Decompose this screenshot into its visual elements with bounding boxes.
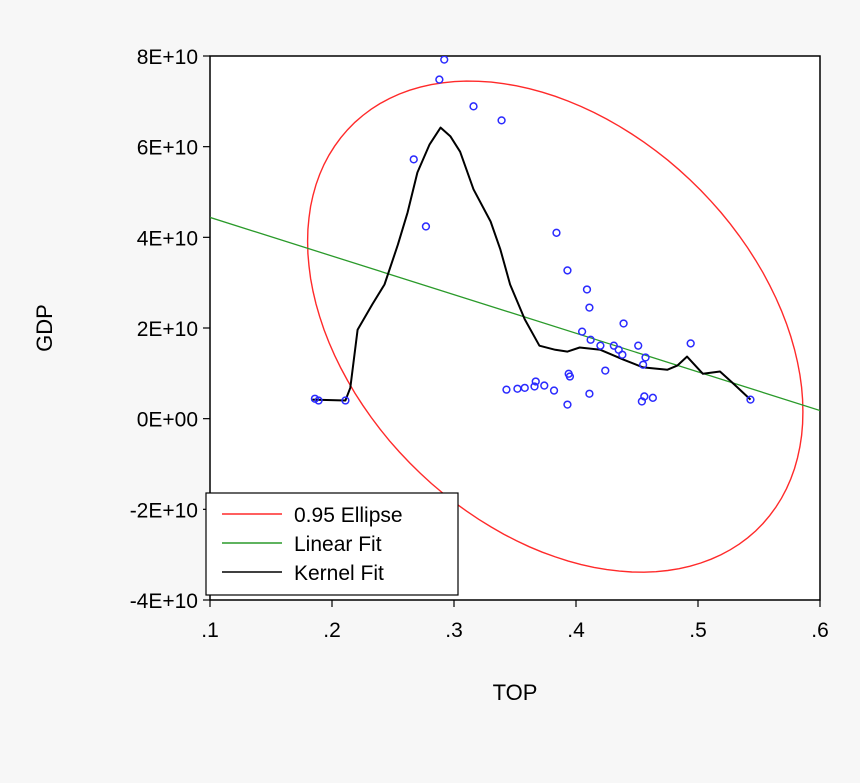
data-point bbox=[641, 353, 650, 362]
data-point bbox=[409, 155, 418, 164]
kernel-fit-line bbox=[312, 126, 752, 402]
linear-fit-line bbox=[210, 216, 820, 412]
x-axis-label: TOP bbox=[493, 680, 538, 705]
data-point bbox=[619, 319, 628, 328]
y-tick-label: 8E+10 bbox=[137, 46, 198, 69]
data-point bbox=[609, 341, 618, 350]
legend-label-kernel: Kernel Fit bbox=[294, 562, 384, 585]
data-point bbox=[549, 386, 559, 395]
legend: 0.95 Ellipse Linear Fit Kernel Fit bbox=[205, 492, 459, 596]
y-tick-label: -4E+10 bbox=[130, 590, 198, 613]
y-tick-label: 0E+00 bbox=[137, 409, 198, 432]
chart-marks bbox=[210, 56, 820, 573]
axis-ticks: .1 .2 .3 .4 .5 .6 -4E+10 -2E+10 0E+00 2E+10 4E+10 6… bbox=[130, 46, 829, 642]
data-point bbox=[435, 75, 444, 84]
x-tick-label: .5 bbox=[689, 619, 707, 642]
data-point bbox=[531, 377, 540, 386]
y-tick-label: 6E+10 bbox=[137, 137, 198, 160]
y-tick-label: 4E+10 bbox=[137, 227, 198, 250]
ellipse-095 bbox=[306, 80, 804, 573]
data-point bbox=[634, 341, 643, 350]
data-point bbox=[638, 360, 648, 369]
data-point bbox=[440, 56, 449, 64]
data-point bbox=[341, 396, 350, 405]
y-axis-label: GDP bbox=[32, 304, 57, 352]
legend-box bbox=[205, 492, 459, 596]
data-point bbox=[585, 303, 594, 312]
data-point bbox=[601, 366, 610, 375]
x-tick-label: .2 bbox=[323, 619, 341, 642]
x-tick-label: .1 bbox=[201, 619, 219, 642]
data-point bbox=[637, 397, 647, 406]
data-point bbox=[596, 341, 605, 350]
data-point bbox=[497, 116, 506, 125]
legend-label-linear: Linear Fit bbox=[294, 533, 382, 556]
data-point bbox=[577, 327, 587, 336]
data-point bbox=[586, 335, 595, 344]
data-point bbox=[552, 228, 561, 237]
x-tick-label: .3 bbox=[445, 619, 463, 642]
data-point bbox=[520, 383, 529, 392]
data-point bbox=[618, 350, 627, 359]
data-point bbox=[540, 381, 549, 390]
data-point bbox=[563, 400, 572, 409]
x-tick-label: .6 bbox=[811, 619, 829, 642]
data-point bbox=[563, 266, 572, 275]
data-point bbox=[648, 393, 658, 402]
data-point bbox=[314, 396, 323, 405]
data-point bbox=[686, 339, 695, 348]
data-point bbox=[530, 382, 539, 391]
data-point bbox=[502, 385, 511, 394]
x-tick-label: .4 bbox=[567, 619, 585, 642]
legend-label-ellipse: 0.95 Ellipse bbox=[294, 504, 403, 527]
data-point bbox=[746, 395, 755, 404]
data-point bbox=[582, 285, 592, 294]
y-tick-label: -2E+10 bbox=[130, 499, 198, 522]
data-point bbox=[469, 102, 478, 111]
data-point bbox=[585, 389, 594, 398]
data-point bbox=[565, 372, 575, 381]
data-point bbox=[421, 222, 431, 231]
y-tick-label: 2E+10 bbox=[137, 318, 198, 341]
